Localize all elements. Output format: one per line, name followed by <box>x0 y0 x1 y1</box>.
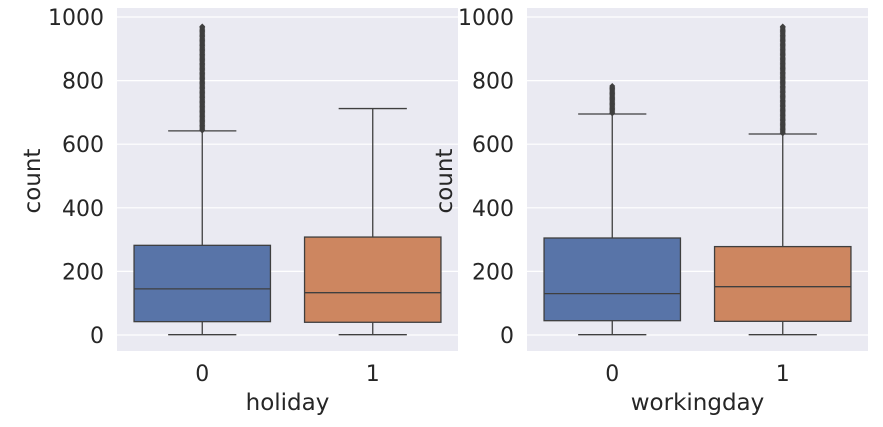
outlier-point <box>779 23 786 30</box>
y-axis-label-workingday: count <box>432 149 458 214</box>
x-tick-label: 1 <box>776 362 790 387</box>
y-axis-label-holiday: count <box>20 149 46 214</box>
outlier-point <box>199 23 206 30</box>
box-1 <box>713 245 852 322</box>
x-axis-label-holiday: holiday <box>246 390 330 416</box>
box-0 <box>133 244 272 323</box>
x-axis-label-workingday: workingday <box>631 390 765 416</box>
x-tick-label: 1 <box>366 362 380 387</box>
boxes-holiday <box>133 23 442 336</box>
y-tick-label: 600 <box>62 133 104 158</box>
y-tick-label: 1000 <box>48 6 104 31</box>
y-ticks-holiday: 0 200 400 600 800 1000 <box>48 6 104 349</box>
y-tick-label: 400 <box>62 197 104 222</box>
y-tick-label: 600 <box>472 133 514 158</box>
y-tick-label: 1000 <box>458 6 514 31</box>
box-0 <box>543 237 682 322</box>
boxes-workingday <box>543 23 852 336</box>
y-tick-label: 0 <box>500 324 514 349</box>
y-tick-label: 200 <box>62 260 104 285</box>
outlier-point <box>609 83 616 90</box>
x-tick-label: 0 <box>605 362 619 387</box>
y-tick-label: 400 <box>472 197 514 222</box>
y-tick-label: 0 <box>90 324 104 349</box>
y-tick-label: 200 <box>472 260 514 285</box>
y-tick-label: 800 <box>472 70 514 95</box>
x-tick-label: 0 <box>195 362 209 387</box>
box-1 <box>303 236 442 323</box>
y-ticks-workingday: 0 200 400 600 800 1000 <box>458 6 514 349</box>
y-tick-label: 800 <box>62 70 104 95</box>
